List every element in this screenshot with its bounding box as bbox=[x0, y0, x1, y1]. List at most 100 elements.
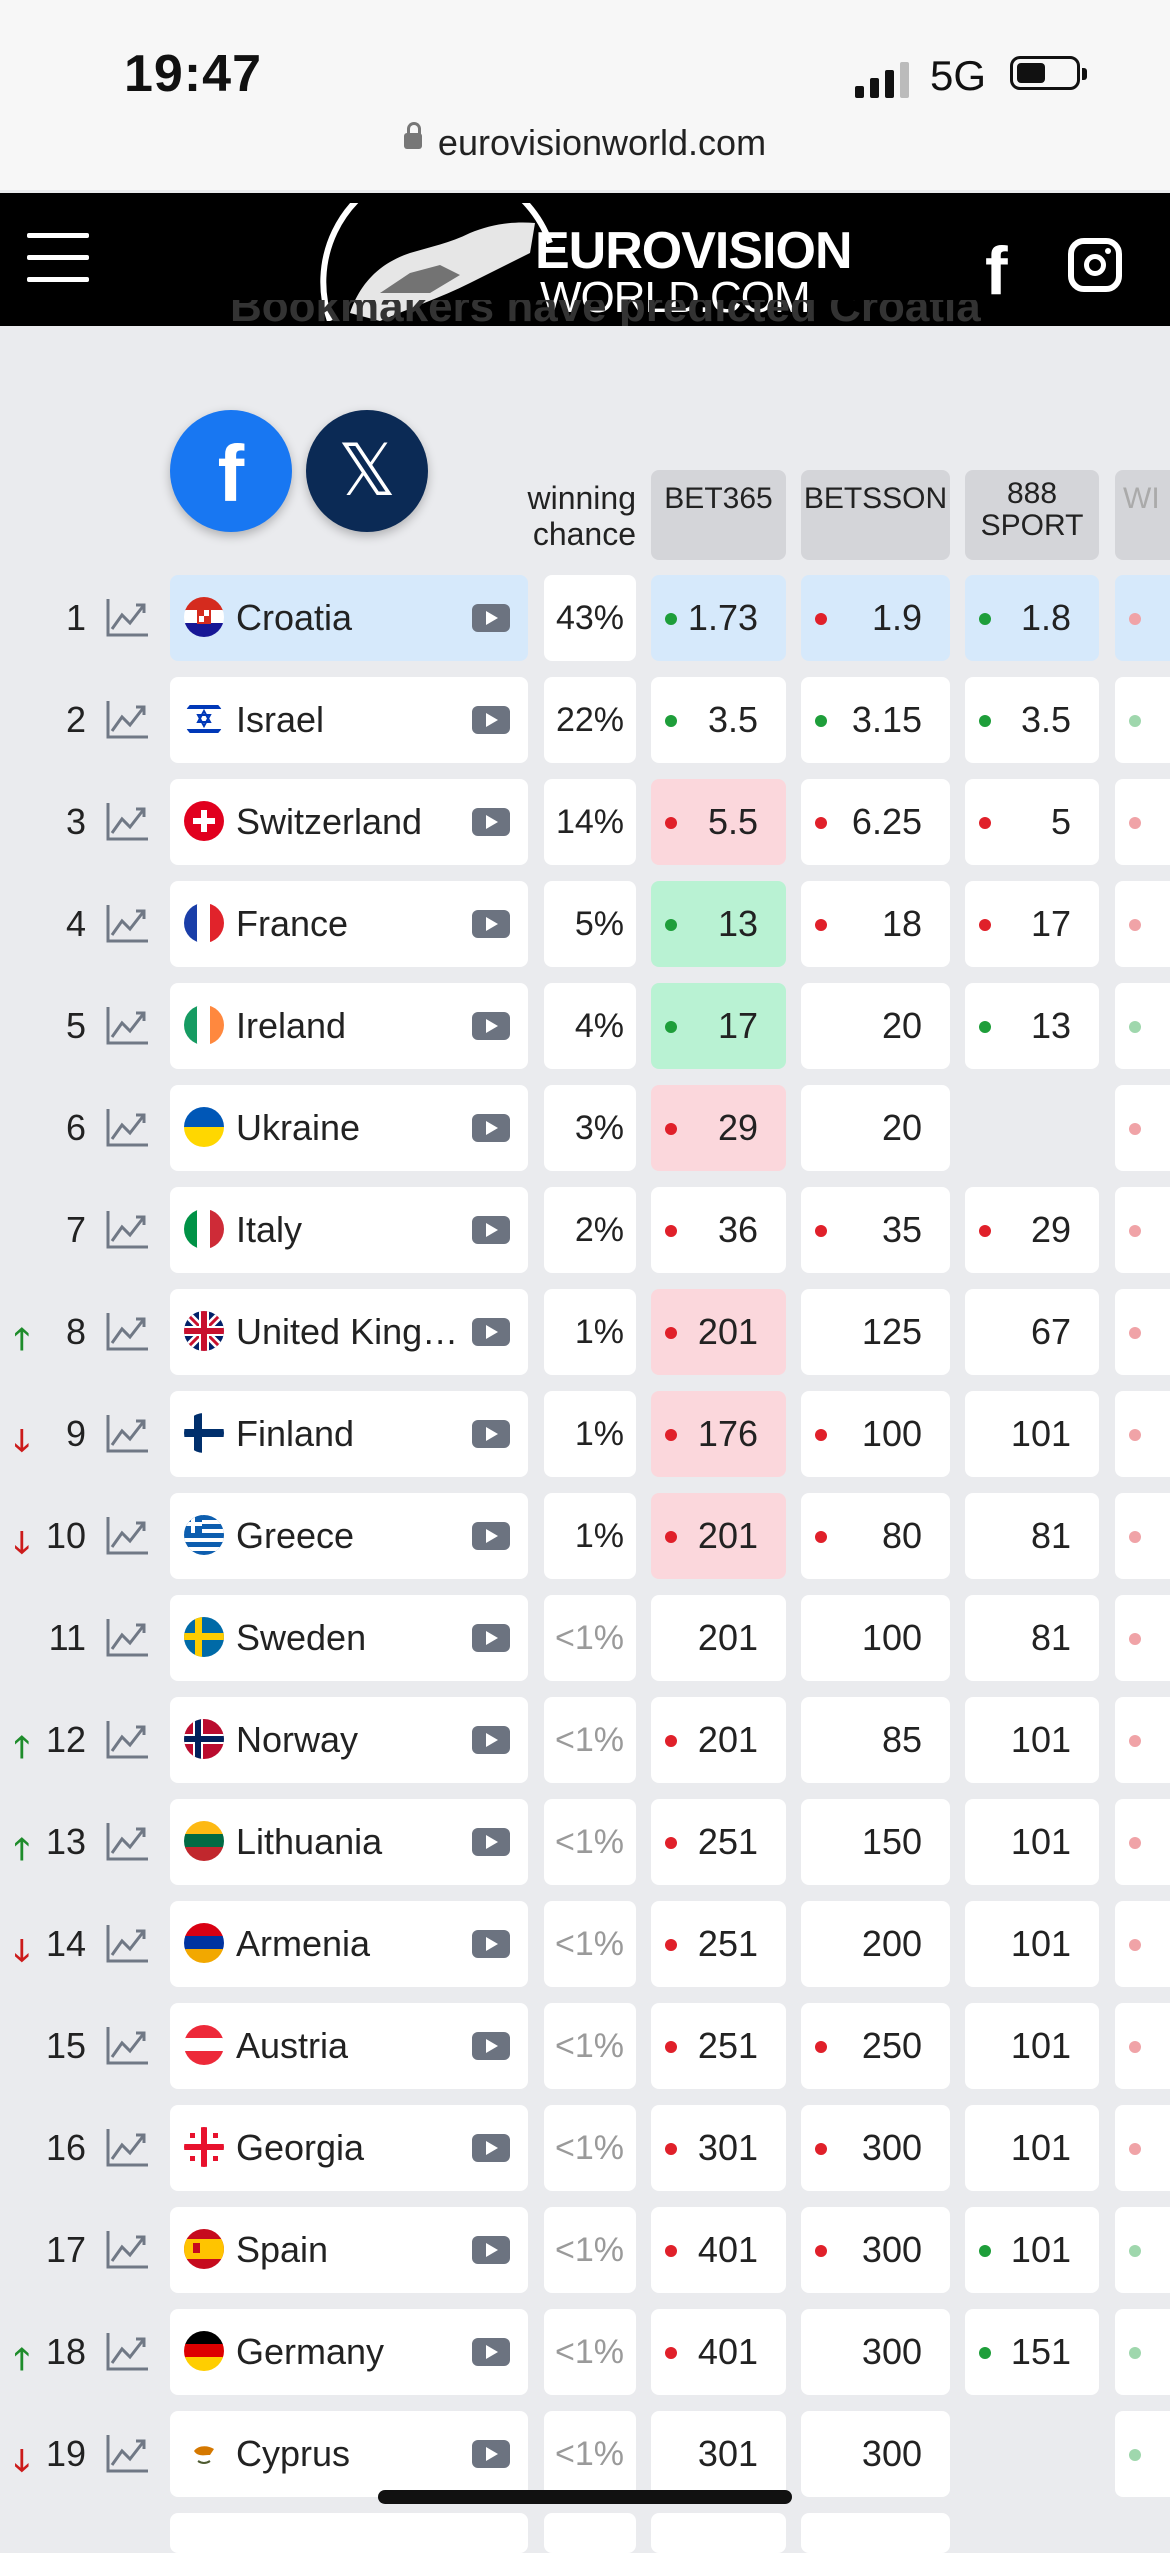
odds-cell-cut[interactable] bbox=[1115, 779, 1170, 865]
odds-cell-betsson[interactable]: 250 bbox=[801, 2003, 950, 2089]
chart-trend-icon[interactable] bbox=[106, 1311, 150, 1351]
country-cell[interactable]: Italy bbox=[170, 1187, 528, 1273]
table-row[interactable]: 4 France 5% 13 18 17 bbox=[0, 881, 1170, 967]
table-row[interactable]: 🡓 10 Greece 1% 201 80 81 bbox=[0, 1493, 1170, 1579]
country-cell[interactable]: Ukraine bbox=[170, 1085, 528, 1171]
odds-cell-cut[interactable] bbox=[1115, 1901, 1170, 1987]
video-play-icon[interactable] bbox=[472, 1930, 510, 1958]
header-bookmaker-cut[interactable]: WI bbox=[1115, 470, 1170, 560]
odds-cell-betsson[interactable]: 6.25 bbox=[801, 779, 950, 865]
site-logo[interactable]: EUROVISION WORLD.COM bbox=[320, 203, 860, 322]
country-cell[interactable]: France bbox=[170, 881, 528, 967]
odds-cell-bet365[interactable]: 301 bbox=[651, 2411, 786, 2497]
table-row[interactable]: 🡑 12 Norway <1% 201 85 101 bbox=[0, 1697, 1170, 1783]
odds-cell-cut[interactable] bbox=[1115, 1595, 1170, 1681]
odds-cell-888sport[interactable] bbox=[965, 2411, 1099, 2497]
odds-cell-bet365[interactable]: 401 bbox=[651, 2207, 786, 2293]
odds-cell-betsson[interactable]: 100 bbox=[801, 1595, 950, 1681]
odds-cell-bet365[interactable]: 251 bbox=[651, 2003, 786, 2089]
odds-cell-betsson[interactable]: 200 bbox=[801, 1901, 950, 1987]
chart-trend-icon[interactable] bbox=[106, 2229, 150, 2269]
video-play-icon[interactable] bbox=[472, 2236, 510, 2264]
video-play-icon[interactable] bbox=[472, 1624, 510, 1652]
table-row[interactable]: 5 Ireland 4% 17 20 13 bbox=[0, 983, 1170, 1069]
odds-cell-bet365[interactable]: 13 bbox=[651, 881, 786, 967]
odds-cell-betsson[interactable]: 85 bbox=[801, 1697, 950, 1783]
chart-trend-icon[interactable] bbox=[106, 2025, 150, 2065]
chart-trend-icon[interactable] bbox=[106, 2127, 150, 2167]
share-x-button[interactable]: 𝕏 bbox=[306, 410, 428, 532]
odds-cell-cut[interactable] bbox=[1115, 2105, 1170, 2191]
chart-trend-icon[interactable] bbox=[106, 1923, 150, 1963]
odds-cell-cut[interactable] bbox=[1115, 2207, 1170, 2293]
odds-cell-cut[interactable] bbox=[1115, 677, 1170, 763]
odds-cell-bet365[interactable]: 201 bbox=[651, 1289, 786, 1375]
odds-cell-888sport[interactable]: 101 bbox=[965, 1391, 1099, 1477]
odds-cell-888sport[interactable]: 101 bbox=[965, 2207, 1099, 2293]
table-row[interactable]: 17 Spain <1% 401 300 101 bbox=[0, 2207, 1170, 2293]
table-row[interactable]: 🡑 18 Germany <1% 401 300 151 bbox=[0, 2309, 1170, 2395]
chart-trend-icon[interactable] bbox=[106, 1413, 150, 1453]
table-row[interactable]: 15 Austria <1% 251 250 101 bbox=[0, 2003, 1170, 2089]
country-cell[interactable]: Lithuania bbox=[170, 1799, 528, 1885]
odds-cell-888sport[interactable]: 101 bbox=[965, 2105, 1099, 2191]
table-row[interactable]: 🡑 8 United Kingd… 1% 201 125 67 bbox=[0, 1289, 1170, 1375]
odds-cell-betsson[interactable]: 300 bbox=[801, 2309, 950, 2395]
hamburger-menu-icon[interactable] bbox=[27, 233, 89, 285]
odds-cell-cut[interactable] bbox=[1115, 1493, 1170, 1579]
odds-cell-cut[interactable] bbox=[1115, 2411, 1170, 2497]
odds-cell-cut[interactable] bbox=[1115, 1391, 1170, 1477]
table-row[interactable]: 16 Georgia <1% 301 300 101 bbox=[0, 2105, 1170, 2191]
video-play-icon[interactable] bbox=[472, 1420, 510, 1448]
table-row[interactable]: 🡓 14 Armenia <1% 251 200 101 bbox=[0, 1901, 1170, 1987]
chart-trend-icon[interactable] bbox=[106, 1107, 150, 1147]
odds-cell-betsson[interactable]: 300 bbox=[801, 2207, 950, 2293]
odds-cell-bet365[interactable]: 251 bbox=[651, 1901, 786, 1987]
odds-cell-cut[interactable] bbox=[1115, 1799, 1170, 1885]
country-cell[interactable]: Georgia bbox=[170, 2105, 528, 2191]
odds-cell-cut[interactable] bbox=[1115, 2309, 1170, 2395]
video-play-icon[interactable] bbox=[472, 1522, 510, 1550]
odds-cell-cut[interactable] bbox=[1115, 1289, 1170, 1375]
country-cell[interactable]: Austria bbox=[170, 2003, 528, 2089]
odds-cell-cut[interactable] bbox=[1115, 1187, 1170, 1273]
video-play-icon[interactable] bbox=[472, 1012, 510, 1040]
odds-cell-bet365[interactable]: 201 bbox=[651, 1595, 786, 1681]
country-cell[interactable]: Cyprus bbox=[170, 2411, 528, 2497]
country-cell[interactable]: Ireland bbox=[170, 983, 528, 1069]
share-facebook-button[interactable]: f bbox=[170, 410, 292, 532]
instagram-icon[interactable] bbox=[1068, 238, 1122, 292]
header-888sport[interactable]: 888 SPORT bbox=[965, 470, 1099, 560]
video-play-icon[interactable] bbox=[472, 2338, 510, 2366]
chart-trend-icon[interactable] bbox=[106, 2433, 150, 2473]
video-play-icon[interactable] bbox=[472, 1318, 510, 1346]
odds-cell-888sport[interactable]: 151 bbox=[965, 2309, 1099, 2395]
video-play-icon[interactable] bbox=[472, 1726, 510, 1754]
odds-cell-cut[interactable] bbox=[1115, 2003, 1170, 2089]
table-row[interactable]: 1 Croatia 43% 1.73 1.9 1.8 bbox=[0, 575, 1170, 661]
country-cell[interactable]: Croatia bbox=[170, 575, 528, 661]
country-cell[interactable]: Finland bbox=[170, 1391, 528, 1477]
odds-cell-bet365[interactable]: 1.73 bbox=[651, 575, 786, 661]
odds-cell-888sport[interactable]: 101 bbox=[965, 1697, 1099, 1783]
odds-cell-betsson[interactable]: 80 bbox=[801, 1493, 950, 1579]
table-row[interactable]: 2 Israel 22% 3.5 3.15 3.5 bbox=[0, 677, 1170, 763]
header-betsson[interactable]: BETSSON bbox=[801, 470, 950, 560]
odds-cell-bet365[interactable]: 201 bbox=[651, 1697, 786, 1783]
odds-cell-bet365[interactable]: 36 bbox=[651, 1187, 786, 1273]
header-bet365[interactable]: BET365 bbox=[651, 470, 786, 560]
odds-cell-betsson[interactable]: 150 bbox=[801, 1799, 950, 1885]
url-bar[interactable]: eurovisionworld.com bbox=[0, 122, 1170, 164]
video-play-icon[interactable] bbox=[472, 2134, 510, 2162]
odds-cell-cut[interactable] bbox=[1115, 1085, 1170, 1171]
country-cell[interactable]: Israel bbox=[170, 677, 528, 763]
country-cell[interactable]: Switzerland bbox=[170, 779, 528, 865]
odds-cell-888sport[interactable]: 101 bbox=[965, 1901, 1099, 1987]
odds-cell-cut[interactable] bbox=[1115, 575, 1170, 661]
odds-cell-bet365[interactable]: 176 bbox=[651, 1391, 786, 1477]
odds-cell-888sport[interactable] bbox=[965, 1085, 1099, 1171]
video-play-icon[interactable] bbox=[472, 1216, 510, 1244]
video-play-icon[interactable] bbox=[472, 910, 510, 938]
chart-trend-icon[interactable] bbox=[106, 597, 150, 637]
video-play-icon[interactable] bbox=[472, 808, 510, 836]
